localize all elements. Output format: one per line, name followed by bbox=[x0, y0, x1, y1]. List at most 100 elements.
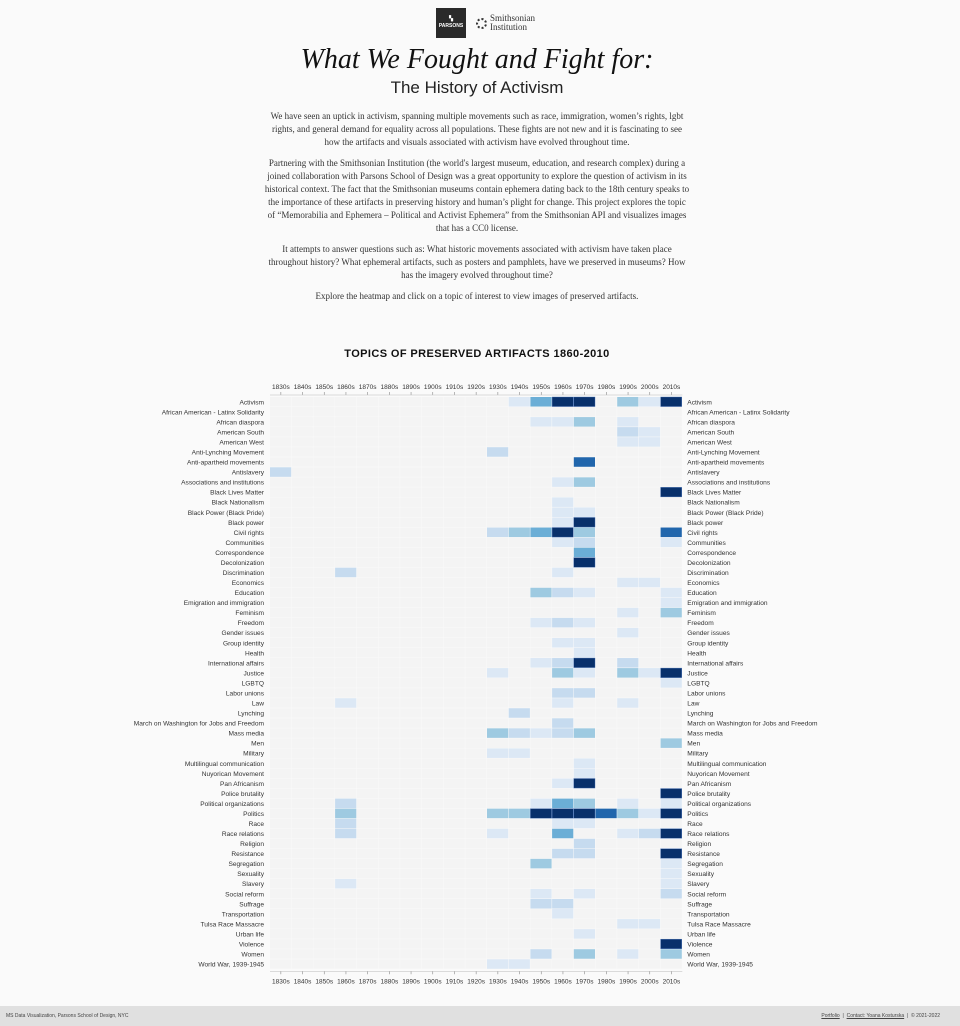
heatmap-cell[interactable] bbox=[291, 738, 313, 748]
heatmap-cell[interactable] bbox=[487, 798, 509, 809]
heatmap-cell[interactable] bbox=[617, 919, 639, 929]
heatmap-cell[interactable] bbox=[508, 919, 530, 929]
row-label-left[interactable]: LGBTQ bbox=[242, 680, 264, 687]
heatmap-cell[interactable] bbox=[617, 798, 639, 809]
heatmap-cell[interactable] bbox=[573, 688, 595, 698]
heatmap-cell[interactable] bbox=[335, 577, 357, 588]
heatmap-cell[interactable] bbox=[487, 728, 509, 738]
heatmap-cell[interactable] bbox=[638, 597, 661, 608]
row-label-left[interactable]: International affairs bbox=[208, 660, 265, 667]
heatmap-cell[interactable] bbox=[638, 778, 661, 789]
heatmap-cell[interactable] bbox=[530, 788, 552, 799]
heatmap-cell[interactable] bbox=[291, 447, 313, 457]
heatmap-cell[interactable] bbox=[508, 617, 530, 628]
heatmap-cell[interactable] bbox=[508, 788, 530, 799]
heatmap-cell[interactable] bbox=[595, 427, 617, 437]
heatmap-cell[interactable] bbox=[291, 668, 313, 678]
heatmap-cell[interactable] bbox=[400, 758, 422, 768]
heatmap-cell[interactable] bbox=[660, 678, 682, 688]
heatmap-cell[interactable] bbox=[595, 397, 617, 407]
heatmap-cell[interactable] bbox=[508, 678, 530, 688]
heatmap-cell[interactable] bbox=[291, 487, 313, 497]
heatmap-cell[interactable] bbox=[530, 487, 552, 497]
heatmap-cell[interactable] bbox=[617, 788, 639, 799]
heatmap-cell[interactable] bbox=[487, 949, 509, 959]
heatmap-cell[interactable] bbox=[508, 808, 530, 819]
heatmap-cell[interactable] bbox=[573, 808, 596, 819]
contact-link[interactable]: Contact: Yoana Kosturska bbox=[846, 1013, 905, 1019]
heatmap-cell[interactable] bbox=[270, 597, 292, 608]
heatmap-cell[interactable] bbox=[617, 397, 639, 407]
heatmap-cell[interactable] bbox=[660, 427, 682, 437]
row-label-right[interactable]: Health bbox=[687, 650, 706, 657]
heatmap-cell[interactable] bbox=[530, 437, 552, 447]
heatmap-cell[interactable] bbox=[638, 627, 661, 638]
heatmap-cell[interactable] bbox=[335, 909, 357, 919]
row-label-left[interactable]: Civil rights bbox=[234, 530, 265, 537]
heatmap-cell[interactable] bbox=[400, 527, 422, 538]
row-label-right[interactable]: Economics bbox=[687, 580, 720, 587]
heatmap-cell[interactable] bbox=[617, 939, 639, 949]
heatmap-cell[interactable] bbox=[270, 688, 292, 698]
heatmap-cell[interactable] bbox=[660, 778, 682, 789]
heatmap-cell[interactable] bbox=[335, 397, 357, 407]
heatmap-cell[interactable] bbox=[270, 698, 292, 708]
row-label-left[interactable]: Black Power (Black Pride) bbox=[188, 510, 264, 517]
heatmap-cell[interactable] bbox=[595, 437, 617, 447]
heatmap-cell[interactable] bbox=[487, 698, 509, 708]
heatmap-cell[interactable] bbox=[465, 557, 487, 568]
heatmap-cell[interactable] bbox=[595, 457, 617, 467]
heatmap-cell[interactable] bbox=[595, 868, 617, 879]
heatmap-cell[interactable] bbox=[617, 899, 639, 909]
heatmap-cell[interactable] bbox=[617, 507, 639, 517]
heatmap-cell[interactable] bbox=[335, 919, 357, 929]
heatmap-cell[interactable] bbox=[552, 778, 574, 789]
heatmap-cell[interactable] bbox=[487, 547, 509, 558]
heatmap-cell[interactable] bbox=[335, 718, 357, 728]
heatmap-cell[interactable] bbox=[573, 637, 595, 648]
heatmap-cell[interactable] bbox=[660, 748, 682, 758]
row-label-left[interactable]: Freedom bbox=[238, 620, 265, 627]
heatmap-cell[interactable] bbox=[270, 678, 292, 688]
heatmap-cell[interactable] bbox=[378, 547, 400, 558]
heatmap-cell[interactable] bbox=[400, 617, 422, 628]
heatmap-cell[interactable] bbox=[552, 437, 574, 447]
heatmap-cell[interactable] bbox=[378, 517, 400, 528]
heatmap-cell[interactable] bbox=[356, 547, 378, 558]
heatmap-cell[interactable] bbox=[552, 678, 574, 688]
heatmap-cell[interactable] bbox=[378, 718, 400, 728]
heatmap-cell[interactable] bbox=[313, 678, 335, 688]
row-label-left[interactable]: Law bbox=[252, 701, 264, 708]
heatmap-cell[interactable] bbox=[660, 617, 682, 628]
heatmap-cell[interactable] bbox=[443, 688, 465, 698]
heatmap-cell[interactable] bbox=[443, 397, 465, 407]
heatmap-cell[interactable] bbox=[465, 688, 487, 698]
heatmap-cell[interactable] bbox=[270, 718, 292, 728]
heatmap-cell[interactable] bbox=[421, 577, 444, 588]
heatmap-cell[interactable] bbox=[660, 938, 682, 949]
heatmap-cell[interactable] bbox=[443, 728, 465, 738]
heatmap-cell[interactable] bbox=[530, 798, 552, 809]
heatmap-cell[interactable] bbox=[573, 657, 596, 668]
heatmap-cell[interactable] bbox=[573, 708, 595, 718]
heatmap-cell[interactable] bbox=[465, 417, 487, 427]
heatmap-cell[interactable] bbox=[270, 788, 292, 799]
row-label-right[interactable]: Black Power (Black Pride) bbox=[687, 510, 763, 517]
heatmap-cell[interactable] bbox=[530, 878, 552, 889]
heatmap-cell[interactable] bbox=[443, 758, 465, 768]
heatmap-cell[interactable] bbox=[378, 818, 400, 829]
heatmap-cell[interactable] bbox=[508, 627, 530, 638]
heatmap-cell[interactable] bbox=[421, 828, 444, 839]
heatmap-cell[interactable] bbox=[313, 688, 335, 698]
heatmap-cell[interactable] bbox=[487, 637, 509, 648]
heatmap-cell[interactable] bbox=[270, 929, 292, 939]
heatmap-cell[interactable] bbox=[552, 858, 574, 869]
heatmap-cell[interactable] bbox=[638, 728, 661, 738]
heatmap-cell[interactable] bbox=[573, 668, 595, 678]
heatmap-cell[interactable] bbox=[291, 758, 313, 768]
row-label-left[interactable]: Women bbox=[241, 952, 264, 959]
heatmap-cell[interactable] bbox=[508, 437, 530, 447]
heatmap-cell[interactable] bbox=[660, 959, 682, 969]
row-label-left[interactable]: Antislavery bbox=[232, 470, 265, 477]
heatmap-cell[interactable] bbox=[552, 497, 574, 507]
